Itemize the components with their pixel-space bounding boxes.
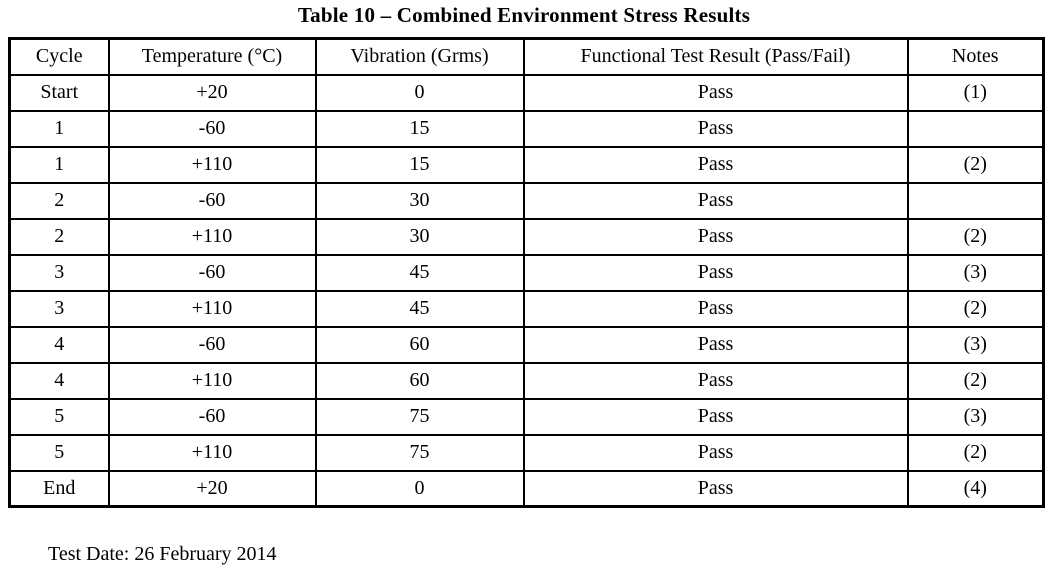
table-cell: +20: [107, 469, 317, 508]
table-cell: +110: [107, 145, 317, 184]
table-cell: -60: [107, 325, 317, 364]
table-cell: End: [8, 469, 110, 508]
table-cell: 60: [314, 361, 525, 400]
table-cell: (3): [906, 253, 1045, 292]
table-cell: 60: [314, 325, 525, 364]
table-cell: 15: [314, 109, 525, 148]
table-cell: +110: [107, 289, 317, 328]
table-cell: Pass: [522, 73, 909, 112]
table-row: Start +20 0 Pass (1): [8, 73, 1045, 112]
table-cell: Pass: [522, 181, 909, 220]
table-cell: (2): [906, 145, 1045, 184]
table-cell: [906, 181, 1045, 220]
table-row: 1 -60 15 Pass: [8, 109, 1045, 148]
table-cell: 3: [8, 289, 110, 328]
table-cell: 2: [8, 217, 110, 256]
table-cell: (4): [906, 469, 1045, 508]
table-row: 5 -60 75 Pass (3): [8, 397, 1045, 436]
table-row: End +20 0 Pass (4): [8, 469, 1045, 508]
column-header-notes: Notes: [906, 37, 1045, 76]
table-title: Table 10 – Combined Environment Stress R…: [297, 3, 751, 27]
table-cell: +110: [107, 433, 317, 472]
table-cell: +20: [107, 73, 317, 112]
table-cell: -60: [107, 253, 317, 292]
table-cell: (2): [906, 433, 1045, 472]
table-cell: Pass: [522, 217, 909, 256]
table-cell: 45: [314, 253, 525, 292]
table-row: 2 +110 30 Pass (2): [8, 217, 1045, 256]
column-header-functional-test-result: Functional Test Result (Pass/Fail): [522, 37, 909, 76]
table-cell: 45: [314, 289, 525, 328]
column-header-vibration: Vibration (Grms): [314, 37, 525, 76]
table-cell: 75: [314, 433, 525, 472]
table-cell: (2): [906, 217, 1045, 256]
table-cell: 0: [314, 469, 525, 508]
table-cell: 15: [314, 145, 525, 184]
table-row: 4 -60 60 Pass (3): [8, 325, 1045, 364]
table-cell: 3: [8, 253, 110, 292]
table-row: 2 -60 30 Pass: [8, 181, 1045, 220]
test-date-label: Test Date: 26 February 2014: [48, 543, 277, 565]
table-cell: Pass: [522, 145, 909, 184]
table-cell: 5: [8, 433, 110, 472]
table-row: 4 +110 60 Pass (2): [8, 361, 1045, 400]
table-cell: (1): [906, 73, 1045, 112]
table-cell: 4: [8, 325, 110, 364]
table-cell: Pass: [522, 361, 909, 400]
table-cell: 2: [8, 181, 110, 220]
table-cell: (2): [906, 289, 1045, 328]
table-cell: Start: [8, 73, 110, 112]
table-cell: Pass: [522, 469, 909, 508]
table-row: 1 +110 15 Pass (2): [8, 145, 1045, 184]
stress-results-table: Cycle Temperature (°C) Vibration (Grms) …: [8, 37, 1045, 508]
table-cell: (2): [906, 361, 1045, 400]
table-cell: -60: [107, 109, 317, 148]
table-cell: +110: [107, 361, 317, 400]
table-cell: -60: [107, 181, 317, 220]
table-cell: Pass: [522, 109, 909, 148]
table-row: 5 +110 75 Pass (2): [8, 433, 1045, 472]
table-cell: Pass: [522, 253, 909, 292]
column-header-cycle: Cycle: [8, 37, 110, 76]
table-cell: Pass: [522, 289, 909, 328]
table-cell: 30: [314, 181, 525, 220]
table-cell: (3): [906, 397, 1045, 436]
table-cell: +110: [107, 217, 317, 256]
table-body: Start +20 0 Pass (1) 1 -60 15 Pass 1 +110 15 Pass (2)…: [8, 73, 1045, 508]
table-cell: -60: [107, 397, 317, 436]
table-row: 3 +110 45 Pass (2): [8, 289, 1045, 328]
table-cell: (3): [906, 325, 1045, 364]
table-header-row: Cycle Temperature (°C) Vibration (Grms) …: [8, 37, 1045, 76]
table-cell: [906, 109, 1045, 148]
table-cell: Pass: [522, 325, 909, 364]
column-header-temperature: Temperature (°C): [107, 37, 317, 76]
table-cell: 4: [8, 361, 110, 400]
table-cell: 5: [8, 397, 110, 436]
table-cell: Pass: [522, 397, 909, 436]
table-cell: 0: [314, 73, 525, 112]
table-cell: 1: [8, 145, 110, 184]
table-row: 3 -60 45 Pass (3): [8, 253, 1045, 292]
table-cell: Pass: [522, 433, 909, 472]
table-cell: 30: [314, 217, 525, 256]
table-cell: 1: [8, 109, 110, 148]
table-cell: 75: [314, 397, 525, 436]
